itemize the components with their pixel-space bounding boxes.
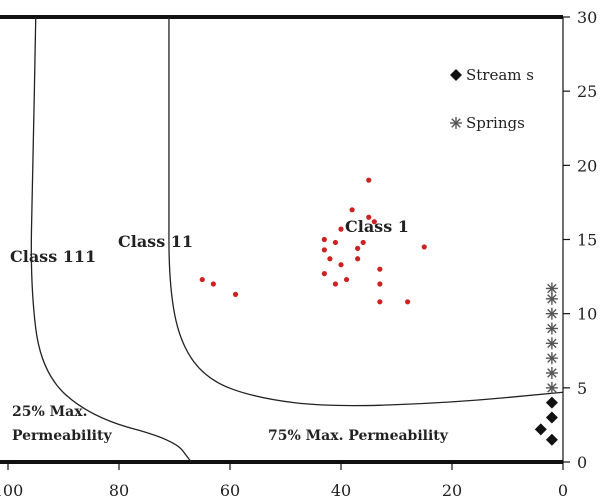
spring-point xyxy=(545,322,558,335)
boundary-curve xyxy=(30,16,192,463)
sample-point xyxy=(199,276,205,283)
boundary-curves xyxy=(30,16,564,463)
spring-point xyxy=(545,381,558,394)
x-tick-label: 40 xyxy=(331,481,351,500)
y-tick-label: 15 xyxy=(577,231,597,250)
spring-point xyxy=(545,292,558,305)
spring-stroke xyxy=(547,294,557,304)
spring-stroke xyxy=(547,338,557,349)
sample-point xyxy=(377,281,383,287)
sample-point xyxy=(366,177,372,183)
annotation-25-percent-line2: Permeability xyxy=(12,428,112,444)
sample-point xyxy=(332,239,339,246)
sample-point xyxy=(338,226,344,232)
stream-point xyxy=(545,411,558,424)
y-tick-label: 10 xyxy=(577,305,597,324)
sample-point xyxy=(366,214,372,220)
sample-point xyxy=(338,262,344,268)
sample-point xyxy=(421,244,427,250)
region-label: Class 111 xyxy=(10,247,96,266)
sample-point xyxy=(232,291,239,297)
x-tick-label: 100 xyxy=(0,481,23,500)
spring-point xyxy=(545,337,558,350)
spring-stroke xyxy=(547,283,557,294)
sample-point xyxy=(321,271,327,277)
spring-point xyxy=(545,307,558,320)
spring-stroke xyxy=(547,353,557,363)
sample-point xyxy=(355,245,361,251)
boundary-curve xyxy=(168,17,564,407)
spring-point xyxy=(450,117,462,129)
x-tick-label: 60 xyxy=(220,481,240,500)
y-tick-label: 20 xyxy=(577,156,597,175)
spring-stroke xyxy=(547,323,557,334)
sample-point xyxy=(405,299,411,305)
stream-point xyxy=(545,433,558,446)
sample-point xyxy=(210,281,216,287)
y-tick-label: 30 xyxy=(577,8,597,27)
annotation-25-percent: 25% Max. xyxy=(12,404,87,420)
x-tick-label: 20 xyxy=(442,481,462,500)
spring-stroke xyxy=(451,118,461,128)
region-labels: Class 111 Class 11 Class 1 25% Max. Permeabi… xyxy=(10,217,449,444)
spring-stroke xyxy=(547,383,557,393)
sample-point xyxy=(321,236,327,243)
spring-point xyxy=(545,367,558,379)
sample-point xyxy=(360,239,366,246)
data-points xyxy=(199,177,558,446)
sample-point xyxy=(332,281,339,287)
sample-point xyxy=(355,256,361,262)
stream-point xyxy=(534,423,547,436)
spring-point xyxy=(545,282,558,295)
x-tick-label: 80 xyxy=(109,481,129,500)
sample-point xyxy=(327,256,333,262)
y-tick-label: 25 xyxy=(577,82,597,101)
spring-stroke xyxy=(547,308,557,319)
stream-point xyxy=(450,69,462,81)
region-label: Class 1 xyxy=(345,217,409,236)
sample-point xyxy=(349,207,355,213)
x-tick-label: 0 xyxy=(558,481,568,500)
sample-point xyxy=(377,299,383,305)
sample-point xyxy=(377,266,383,272)
spring-point xyxy=(545,352,558,365)
y-axis-ticks: 0 5 10 15 20 25 30 xyxy=(563,8,597,472)
legend-label: Stream s xyxy=(466,66,534,84)
legend: Stream s Springs xyxy=(450,66,534,132)
spring-stroke xyxy=(547,368,557,378)
y-tick-label: 0 xyxy=(577,453,587,472)
annotation-75-percent: 75% Max. Permeability xyxy=(268,428,449,444)
sample-point xyxy=(371,219,377,225)
x-axis-ticks: 100 80 60 40 20 0 xyxy=(0,462,568,500)
stream-point xyxy=(545,396,558,409)
sample-point xyxy=(321,247,327,253)
sample-point xyxy=(343,276,350,283)
legend-label: Springs xyxy=(466,114,525,132)
y-tick-label: 5 xyxy=(577,379,587,398)
region-label: Class 11 xyxy=(118,232,193,251)
